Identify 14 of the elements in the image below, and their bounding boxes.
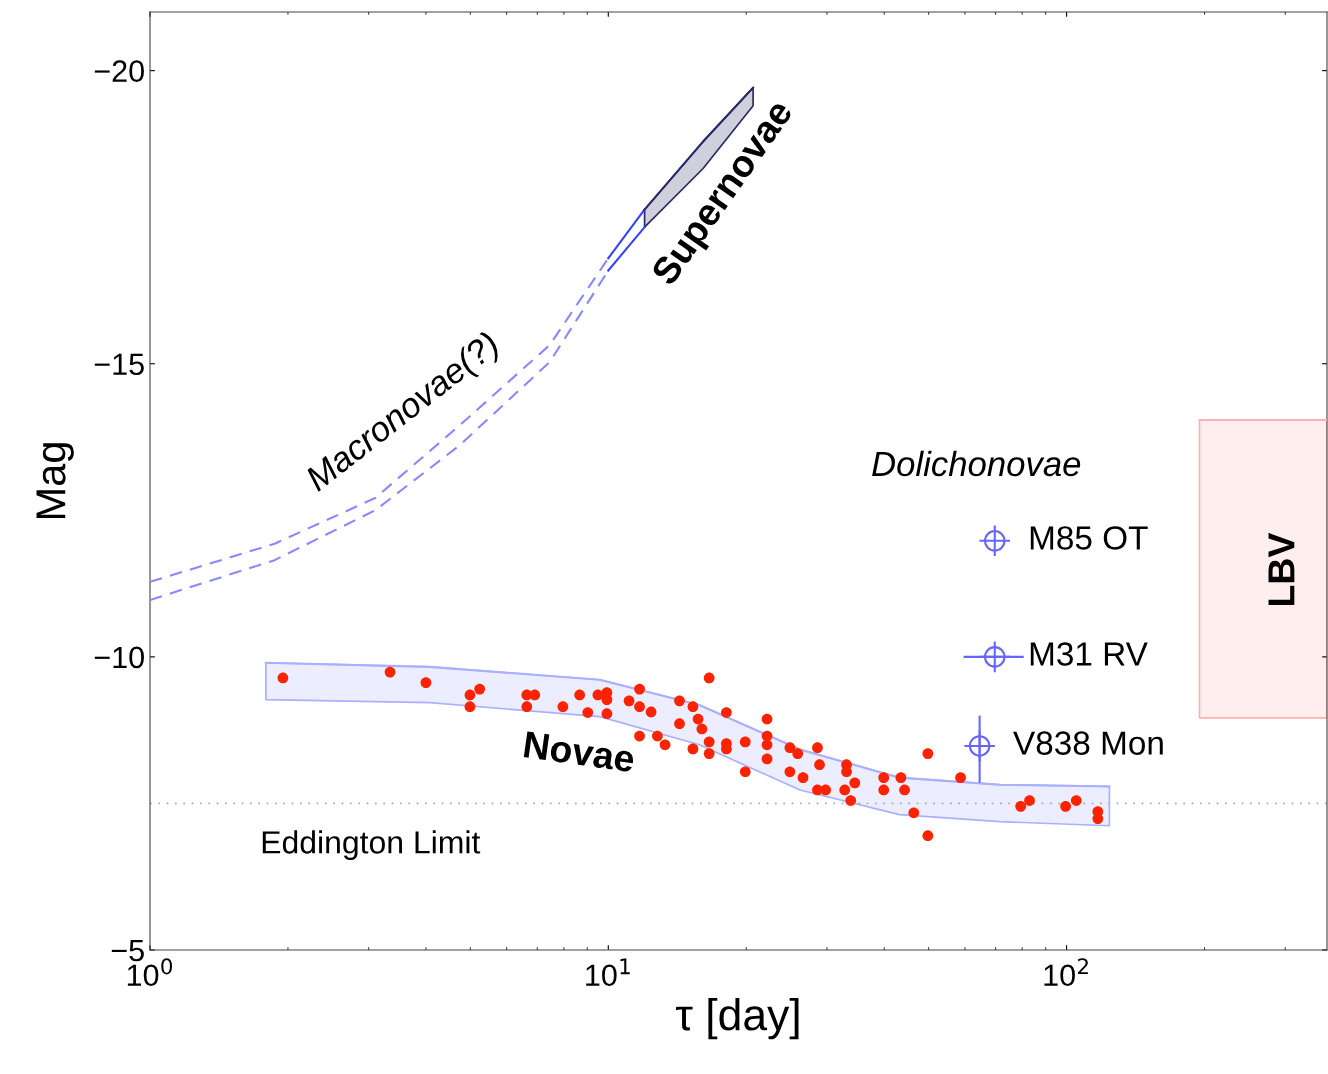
y-tick-label: −15 [94, 353, 144, 376]
legend-label: V838 Mon [1013, 731, 1163, 755]
annotation: Dolichonovae [872, 450, 1081, 477]
x-tick-label: 10$^{2}$ [1044, 958, 1088, 987]
y-tick-label: −10 [94, 646, 144, 669]
legend-label: M31 RV [1030, 642, 1148, 666]
y-axis-title: Mag [36, 443, 74, 519]
ref-line-label: Eddington Limit [262, 830, 481, 860]
annotation: LBV [1268, 532, 1295, 606]
legend-label: M85 OT [1030, 526, 1148, 550]
x-tick-label: 10$^{1}$ [586, 958, 630, 987]
y-tick-label: −20 [94, 60, 144, 82]
annotation: Novae [523, 731, 636, 773]
x-axis-title: τ [day] [676, 997, 799, 1040]
